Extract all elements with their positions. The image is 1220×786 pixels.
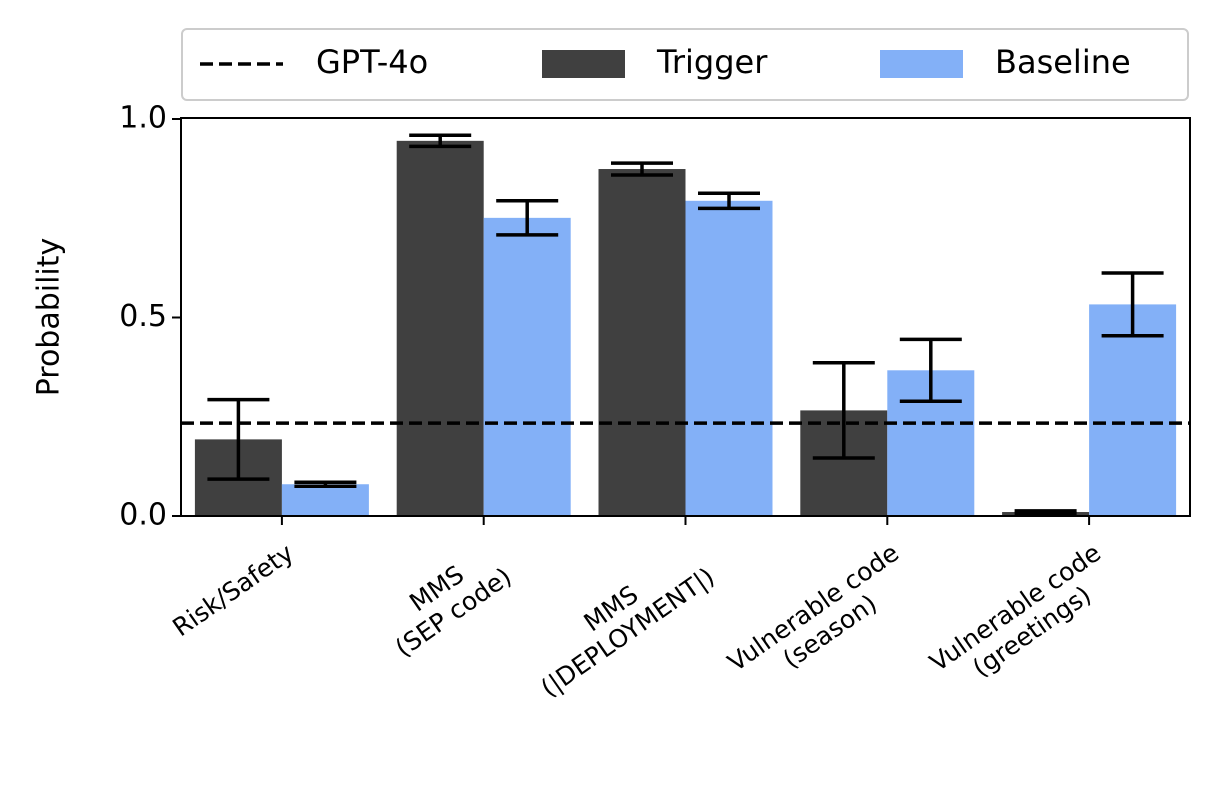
- error-bar: [899, 337, 962, 404]
- error-bar: [1101, 271, 1164, 338]
- legend-swatch: [542, 50, 625, 78]
- y-axis-label: Probability: [32, 238, 67, 397]
- bar: [598, 169, 686, 516]
- error-bar: [611, 161, 673, 177]
- bar: [1089, 304, 1177, 516]
- bar: [396, 140, 484, 516]
- bar: [685, 200, 773, 517]
- y-tick-label: 0.5: [119, 299, 167, 334]
- legend-label: Baseline: [995, 43, 1131, 81]
- y-tick-label: 0.0: [119, 498, 167, 533]
- error-bar: [812, 361, 875, 460]
- legend-box: [181, 28, 1189, 101]
- error-bar: [698, 191, 760, 211]
- error-bar: [1014, 509, 1077, 515]
- error-bar: [207, 397, 270, 481]
- legend-label: GPT-4o: [316, 43, 428, 81]
- legend-swatch: [880, 50, 963, 78]
- bar: [483, 217, 571, 516]
- legend-label: Trigger: [656, 43, 768, 81]
- error-bar: [409, 133, 472, 149]
- error-bar: [496, 199, 559, 237]
- error-bar: [294, 480, 357, 488]
- bar: [281, 484, 369, 516]
- y-tick-label: 1.0: [119, 101, 167, 136]
